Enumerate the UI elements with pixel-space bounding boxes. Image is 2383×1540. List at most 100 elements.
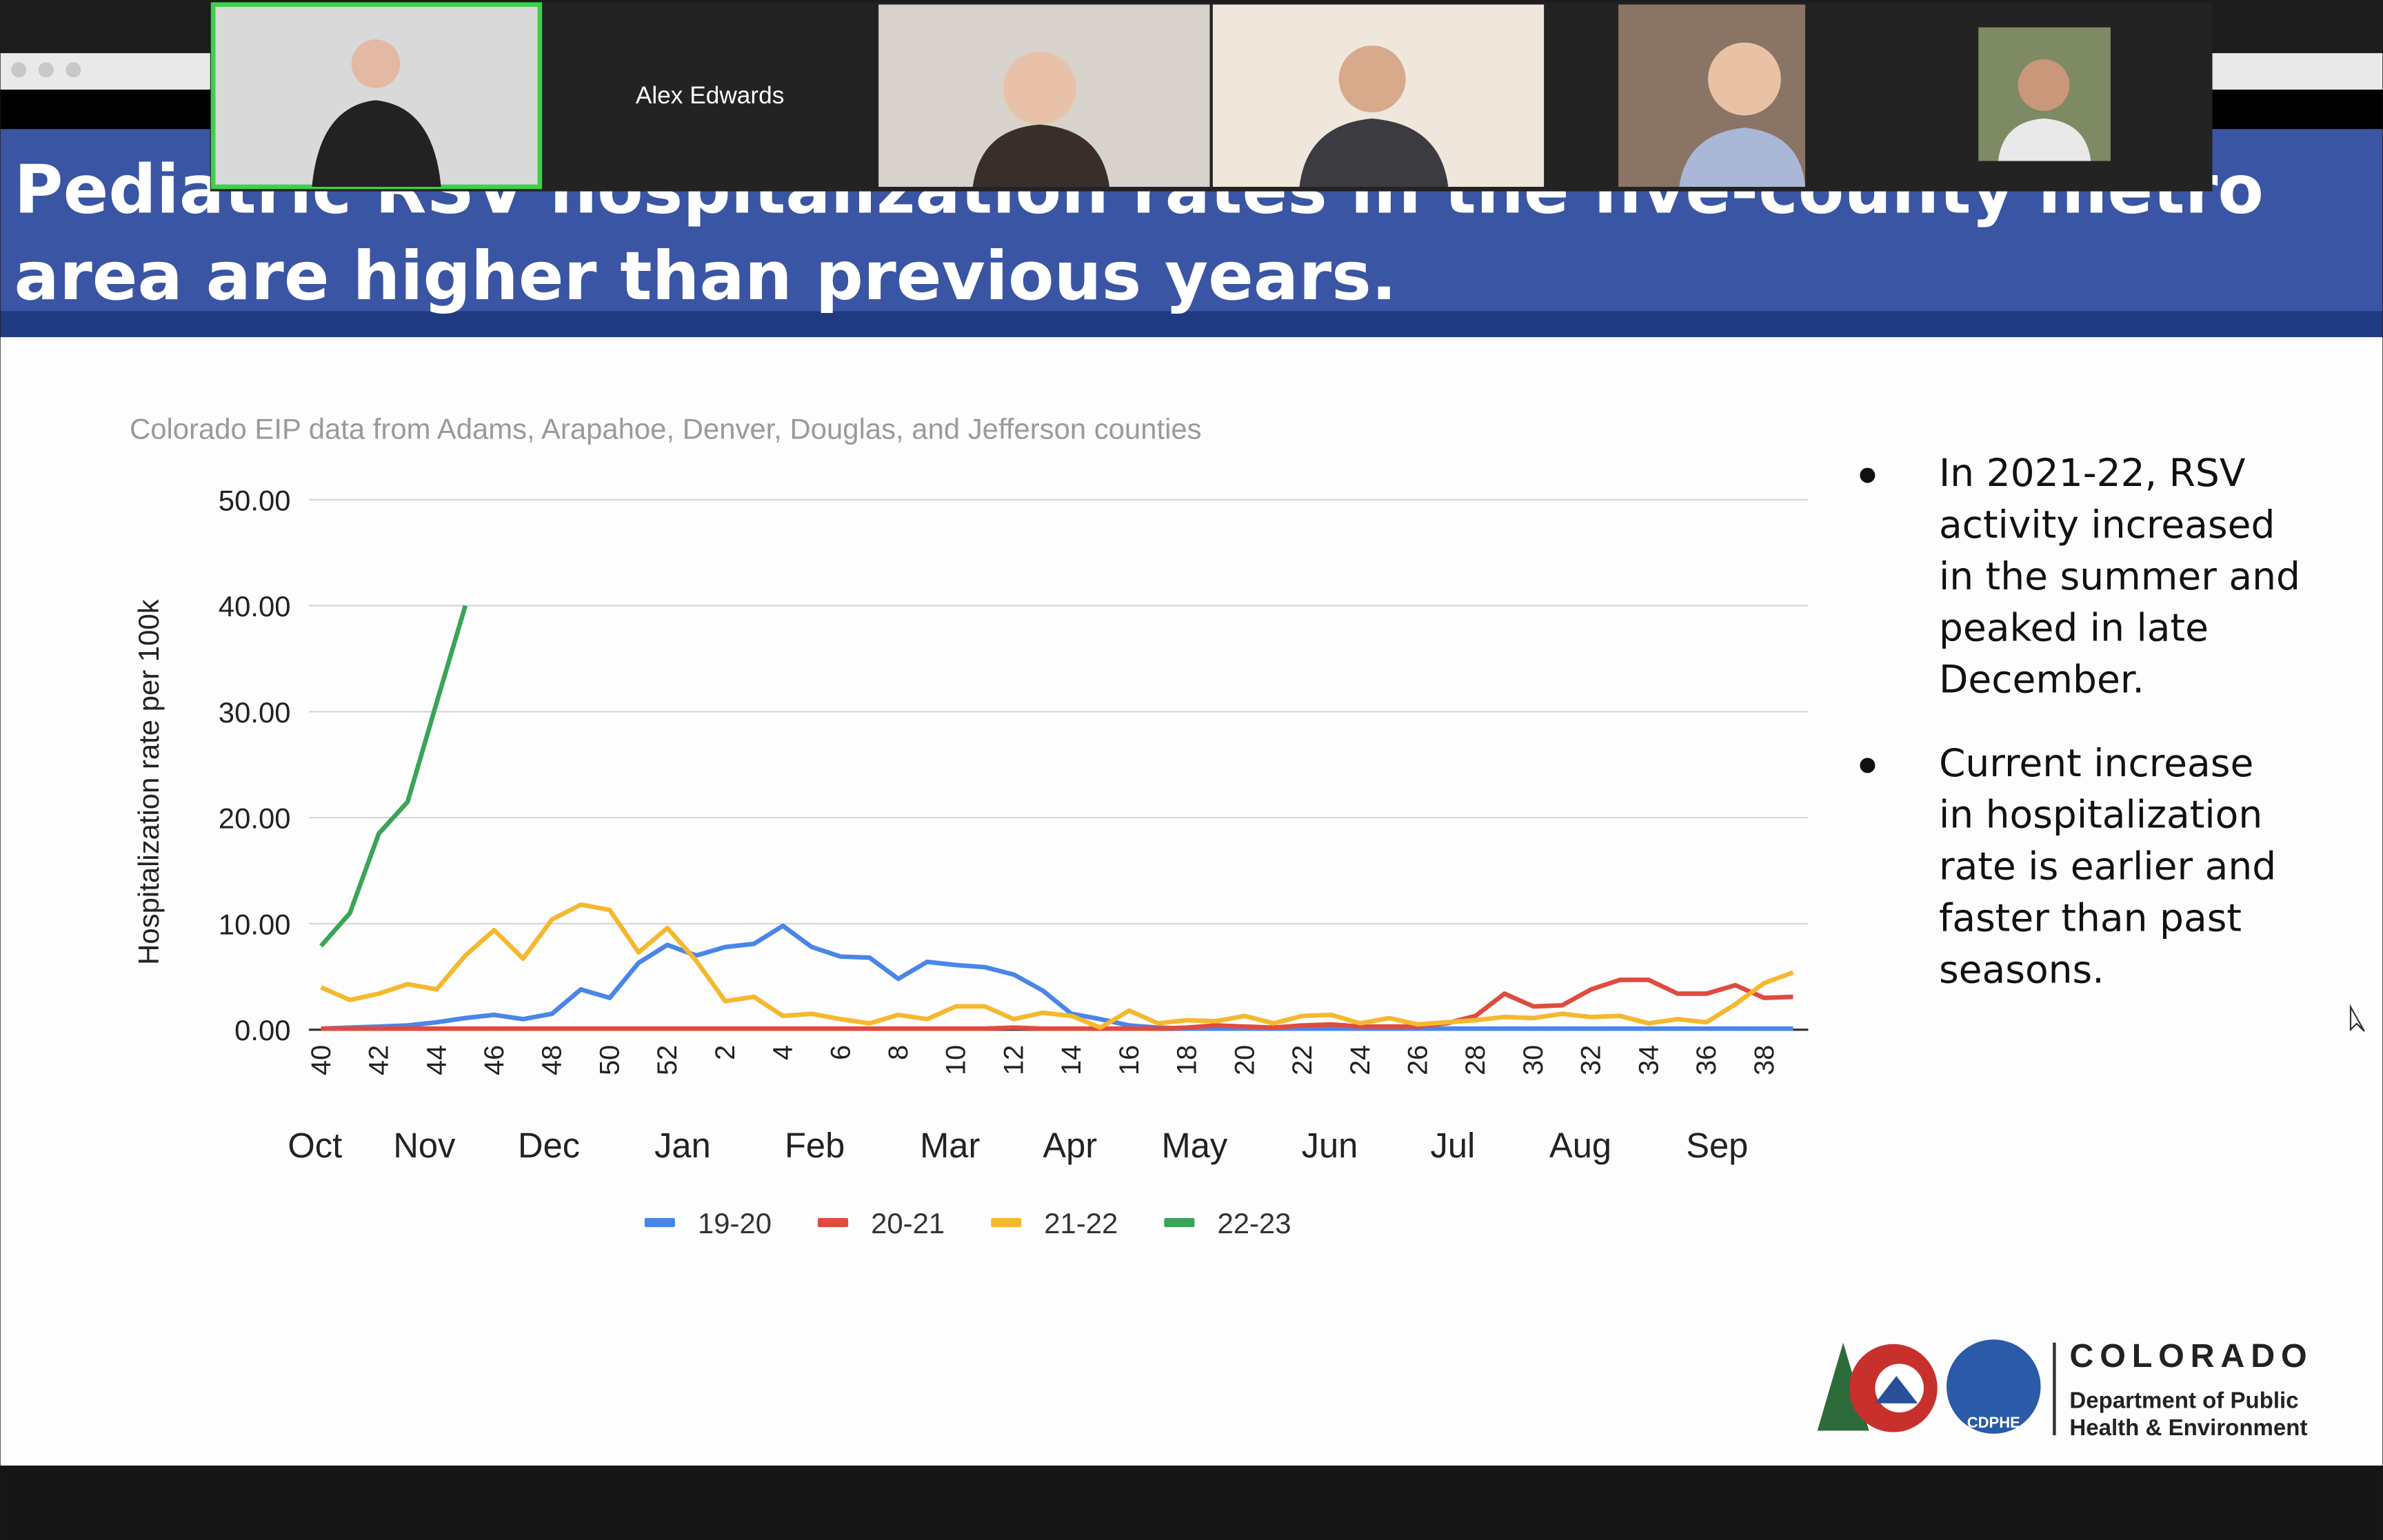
x-tick-label: 2 — [710, 1045, 741, 1060]
x-tick-label: 48 — [537, 1045, 567, 1075]
chart-subtitle: Colorado EIP data from Adams, Arapahoe, … — [130, 413, 1202, 445]
legend-label: 21-22 — [1044, 1207, 1118, 1239]
x-tick-label: 4 — [768, 1045, 798, 1060]
logo-mountain — [1875, 1376, 1918, 1404]
month-label: Mar — [920, 1126, 980, 1165]
x-tick-label: 26 — [1402, 1045, 1433, 1075]
x-tick-label: 10 — [941, 1045, 972, 1075]
bullet-list: In 2021-22, RSV activity increased in the … — [1860, 451, 2300, 991]
legend-swatch — [818, 1217, 849, 1228]
month-label: Oct — [288, 1126, 342, 1165]
x-tick-label: 24 — [1345, 1045, 1376, 1075]
y-tick-label: 10.00 — [219, 908, 291, 940]
x-tick-label: 22 — [1287, 1045, 1318, 1075]
bullet-dot — [1860, 467, 1876, 483]
bottom-bar — [0, 1466, 2383, 1540]
x-tick-label: 30 — [1518, 1045, 1549, 1075]
window-button[interactable] — [38, 62, 54, 78]
x-tick-label: 6 — [825, 1045, 856, 1060]
x-tick-label: 34 — [1633, 1045, 1664, 1075]
bullet-text: peaked in late — [1939, 606, 2209, 650]
avatar-head — [1708, 42, 1781, 116]
bullet-text: Current increase — [1939, 741, 2253, 785]
slide-body — [0, 337, 2383, 1466]
avatar-head — [1338, 45, 1406, 113]
x-tick-label: 28 — [1460, 1045, 1491, 1075]
x-tick-label: 44 — [421, 1045, 452, 1075]
month-label: Dec — [518, 1126, 580, 1165]
legend-swatch — [644, 1217, 675, 1228]
bullet-dot — [1860, 758, 1876, 773]
x-tick-label: 40 — [306, 1045, 336, 1075]
avatar-body — [1998, 118, 2091, 161]
bullet-text: in the summer and — [1939, 554, 2300, 598]
month-label: May — [1162, 1126, 1228, 1165]
month-label: Jun — [1302, 1126, 1358, 1165]
video-tile[interactable] — [544, 4, 876, 187]
legend-label: 19-20 — [698, 1207, 772, 1239]
legend-label: 20-21 — [871, 1207, 945, 1239]
title-bar-stripe — [0, 311, 2383, 338]
x-tick-label: 46 — [479, 1045, 510, 1075]
bullet-text: in hospitalization — [1939, 793, 2262, 837]
y-axis-label: Hospitalization rate per 100k — [132, 599, 165, 964]
x-tick-label: 16 — [1114, 1045, 1145, 1075]
x-tick-label: 52 — [652, 1045, 683, 1075]
month-label: Feb — [785, 1126, 845, 1165]
x-tick-label: 38 — [1749, 1045, 1780, 1075]
logo-line: Department of Public — [2069, 1388, 2298, 1413]
x-tick-label: 12 — [998, 1045, 1029, 1075]
bullet-text: rate is earlier and — [1939, 844, 2276, 889]
avatar-head — [1003, 51, 1076, 125]
bullet-text: In 2021-22, RSV — [1939, 451, 2246, 495]
y-tick-label: 20.00 — [219, 802, 291, 835]
x-tick-label: 50 — [594, 1045, 625, 1075]
participant-name: Alex Edwards — [636, 82, 785, 109]
y-tick-label: 40.00 — [219, 590, 291, 622]
month-label: Apr — [1043, 1126, 1097, 1165]
x-tick-label: 8 — [883, 1045, 914, 1060]
video-strip: Alex Edwards — [210, 2, 2213, 192]
avatar-body — [1299, 118, 1449, 187]
window-button[interactable] — [11, 62, 27, 78]
x-tick-label: 18 — [1172, 1045, 1203, 1075]
logo-line: Health & Environment — [2069, 1415, 2307, 1441]
x-tick-label: 14 — [1056, 1045, 1087, 1075]
y-tick-label: 30.00 — [219, 696, 291, 729]
logo-name: COLORADO — [2069, 1337, 2313, 1375]
logo-badge — [1946, 1339, 2041, 1434]
logo-badge-text: CDPHE — [1967, 1414, 2020, 1431]
x-tick-label: 36 — [1691, 1045, 1722, 1075]
month-label: Aug — [1549, 1126, 1611, 1165]
avatar-body — [312, 100, 441, 187]
avatar-body — [972, 124, 1110, 187]
x-tick-label: 42 — [364, 1045, 394, 1075]
month-label: Sep — [1686, 1126, 1748, 1165]
avatar-head — [2018, 59, 2070, 111]
series-line — [321, 923, 1793, 1031]
legend-swatch — [991, 1217, 1022, 1228]
y-tick-label: 50.00 — [219, 484, 291, 516]
bullet-text: activity increased — [1939, 503, 2275, 547]
legend-swatch — [1164, 1217, 1195, 1228]
x-tick-label: 20 — [1229, 1045, 1260, 1075]
month-label: Jul — [1431, 1126, 1476, 1165]
legend-label: 22-23 — [1217, 1207, 1291, 1239]
slide-title: area are higher than previous years. — [14, 237, 1397, 315]
series-line — [321, 977, 1793, 1031]
series-line — [319, 605, 468, 948]
y-tick-label: 0.00 — [234, 1014, 290, 1046]
x-tick-label: 32 — [1576, 1045, 1607, 1075]
video-strip-bg — [210, 3, 2213, 192]
bullet-text: December. — [1939, 658, 2144, 702]
logo: CDPHE COLORADO Department of Public Heal… — [1817, 1337, 2313, 1441]
mouse-cursor — [2349, 1004, 2365, 1032]
month-label: Nov — [393, 1126, 456, 1165]
series-line — [320, 902, 1794, 1030]
avatar-head — [351, 39, 401, 88]
window-button[interactable] — [66, 62, 81, 78]
bullet-text: faster than past — [1939, 896, 2242, 940]
